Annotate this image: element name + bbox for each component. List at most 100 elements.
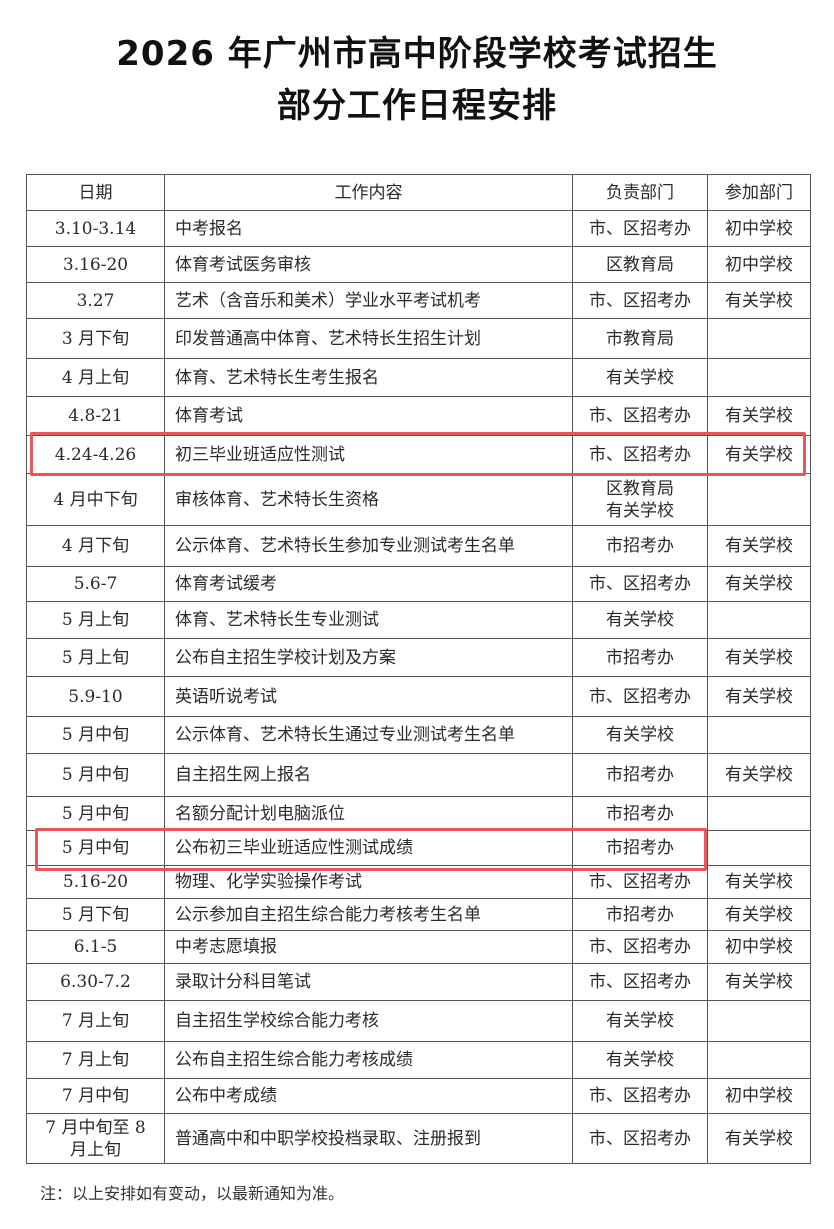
table-row: 4.8-21 体育考试 市、区招考办 有关学校 — [26, 396, 811, 436]
cell-date: 7 月中旬至 8 月上旬 — [26, 1113, 165, 1164]
page-title-line-1: 2026 年广州市高中阶段学校考试招生 — [116, 34, 718, 74]
table-row: 4 月上旬 体育、艺术特长生考生报名 有关学校 — [26, 358, 811, 397]
cell-content: 公示体育、艺术特长生参加专业测试考生名单 — [164, 525, 573, 567]
cell-content: 审核体育、艺术特长生资格 — [164, 473, 573, 526]
cell-content: 体育考试 — [164, 396, 573, 436]
cell-content: 录取计分科目笔试 — [164, 963, 573, 1001]
cell-participating — [707, 716, 811, 754]
table-header-row: 日期 工作内容 负责部门 参加部门 — [26, 174, 811, 211]
cell-participating: 有关学校 — [707, 435, 811, 474]
cell-date: 5.6-7 — [26, 566, 165, 602]
cell-participating: 有关学校 — [707, 865, 811, 899]
cell-responsible: 市、区招考办 — [572, 865, 708, 899]
cell-date: 5 月中旬 — [26, 796, 165, 831]
header-date: 日期 — [26, 174, 165, 211]
cell-date: 3.27 — [26, 282, 165, 319]
table-row: 4 月中下旬 审核体育、艺术特长生资格 区教育局 有关学校 — [26, 473, 811, 526]
cell-date: 5 月下旬 — [26, 898, 165, 931]
cell-date: 5 月中旬 — [26, 830, 165, 866]
cell-responsible: 市招考办 — [572, 898, 708, 931]
cell-responsible: 市招考办 — [572, 830, 708, 866]
cell-content: 公布自主招生学校计划及方案 — [164, 638, 573, 677]
cell-date: 4.8-21 — [26, 396, 165, 436]
cell-content: 初三毕业班适应性测试 — [164, 435, 573, 474]
table-row: 4.24-4.26 初三毕业班适应性测试 市、区招考办 有关学校 — [26, 435, 811, 474]
cell-date: 4 月中下旬 — [26, 473, 165, 526]
table-row: 5 月中旬 公示体育、艺术特长生通过专业测试考生名单 有关学校 — [26, 716, 811, 754]
cell-participating — [707, 358, 811, 397]
cell-responsible: 区教育局 — [572, 246, 708, 283]
cell-content: 公布自主招生综合能力考核成绩 — [164, 1041, 573, 1079]
table-row: 7 月中旬至 8 月上旬 普通高中和中职学校投档录取、注册报到 市、区招考办 有关学校 — [26, 1113, 811, 1164]
table-row: 3 月下旬 印发普通高中体育、艺术特长生招生计划 市教育局 — [26, 318, 811, 359]
cell-content: 艺术（含音乐和美术）学业水平考试机考 — [164, 282, 573, 319]
cell-participating: 初中学校 — [707, 1078, 811, 1114]
cell-responsible: 有关学校 — [572, 716, 708, 754]
cell-responsible: 市招考办 — [572, 525, 708, 567]
cell-content: 自主招生学校综合能力考核 — [164, 1000, 573, 1042]
cell-date: 7 月上旬 — [26, 1041, 165, 1079]
table-row: 6.1-5 中考志愿填报 市、区招考办 初中学校 — [26, 930, 811, 964]
cell-content: 公示参加自主招生综合能力考核考生名单 — [164, 898, 573, 931]
cell-participating: 有关学校 — [707, 638, 811, 677]
cell-participating: 有关学校 — [707, 1113, 811, 1164]
cell-participating: 有关学校 — [707, 753, 811, 797]
cell-date: 4.24-4.26 — [26, 435, 165, 474]
cell-content: 中考志愿填报 — [164, 930, 573, 964]
cell-participating — [707, 796, 811, 831]
cell-responsible: 区教育局 有关学校 — [572, 473, 708, 526]
cell-participating — [707, 473, 811, 526]
table-row: 5.6-7 体育考试缓考 市、区招考办 有关学校 — [26, 566, 811, 602]
cell-participating — [707, 1000, 811, 1042]
cell-responsible: 有关学校 — [572, 1041, 708, 1079]
table-body: 3.10-3.14 中考报名 市、区招考办 初中学校 3.16-20 体育考试医务审核 区教… — [26, 210, 811, 1164]
cell-participating: 有关学校 — [707, 676, 811, 717]
table-row: 5 月上旬 体育、艺术特长生专业测试 有关学校 — [26, 601, 811, 639]
table-row: 5 月中旬 名额分配计划电脑派位 市招考办 — [26, 796, 811, 831]
cell-content: 物理、化学实验操作考试 — [164, 865, 573, 899]
cell-responsible: 市招考办 — [572, 638, 708, 677]
cell-date: 7 月中旬 — [26, 1078, 165, 1114]
cell-participating: 有关学校 — [707, 566, 811, 602]
cell-participating: 有关学校 — [707, 525, 811, 567]
cell-responsible: 有关学校 — [572, 601, 708, 639]
cell-participating: 有关学校 — [707, 282, 811, 319]
page-title-line-2: 部分工作日程安排 — [277, 86, 557, 126]
table-row: 5.16-20 物理、化学实验操作考试 市、区招考办 有关学校 — [26, 865, 811, 899]
cell-responsible: 市、区招考办 — [572, 930, 708, 964]
cell-responsible: 市、区招考办 — [572, 1078, 708, 1114]
cell-date: 6.30-7.2 — [26, 963, 165, 1001]
cell-responsible: 市、区招考办 — [572, 210, 708, 247]
cell-responsible: 市、区招考办 — [572, 1113, 708, 1164]
cell-date: 3.16-20 — [26, 246, 165, 283]
table-row: 5 月中旬 自主招生网上报名 市招考办 有关学校 — [26, 753, 811, 797]
cell-date: 5.16-20 — [26, 865, 165, 899]
cell-date: 6.1-5 — [26, 930, 165, 964]
table-row: 6.30-7.2 录取计分科目笔试 市、区招考办 有关学校 — [26, 963, 811, 1001]
cell-date: 5 月上旬 — [26, 601, 165, 639]
cell-participating — [707, 1041, 811, 1079]
cell-content: 中考报名 — [164, 210, 573, 247]
footnote: 注：以上安排如有变动，以最新通知为准。 — [40, 1184, 345, 1203]
cell-date: 5 月上旬 — [26, 638, 165, 677]
cell-participating — [707, 601, 811, 639]
cell-responsible: 市、区招考办 — [572, 963, 708, 1001]
cell-date: 3.10-3.14 — [26, 210, 165, 247]
cell-date: 5 月中旬 — [26, 753, 165, 797]
cell-content: 公布中考成绩 — [164, 1078, 573, 1114]
table-row: 5.9-10 英语听说考试 市、区招考办 有关学校 — [26, 676, 811, 717]
cell-participating: 初中学校 — [707, 210, 811, 247]
table-row: 3.16-20 体育考试医务审核 区教育局 初中学校 — [26, 246, 811, 283]
cell-responsible: 市、区招考办 — [572, 396, 708, 436]
cell-content: 体育、艺术特长生专业测试 — [164, 601, 573, 639]
cell-content: 体育考试医务审核 — [164, 246, 573, 283]
table-row: 3.10-3.14 中考报名 市、区招考办 初中学校 — [26, 210, 811, 247]
cell-content: 自主招生网上报名 — [164, 753, 573, 797]
cell-content: 英语听说考试 — [164, 676, 573, 717]
cell-responsible: 市、区招考办 — [572, 566, 708, 602]
table-row: 5 月下旬 公示参加自主招生综合能力考核考生名单 市招考办 有关学校 — [26, 898, 811, 931]
cell-participating: 有关学校 — [707, 396, 811, 436]
cell-date: 7 月上旬 — [26, 1000, 165, 1042]
cell-content: 体育考试缓考 — [164, 566, 573, 602]
cell-responsible: 市教育局 — [572, 318, 708, 359]
